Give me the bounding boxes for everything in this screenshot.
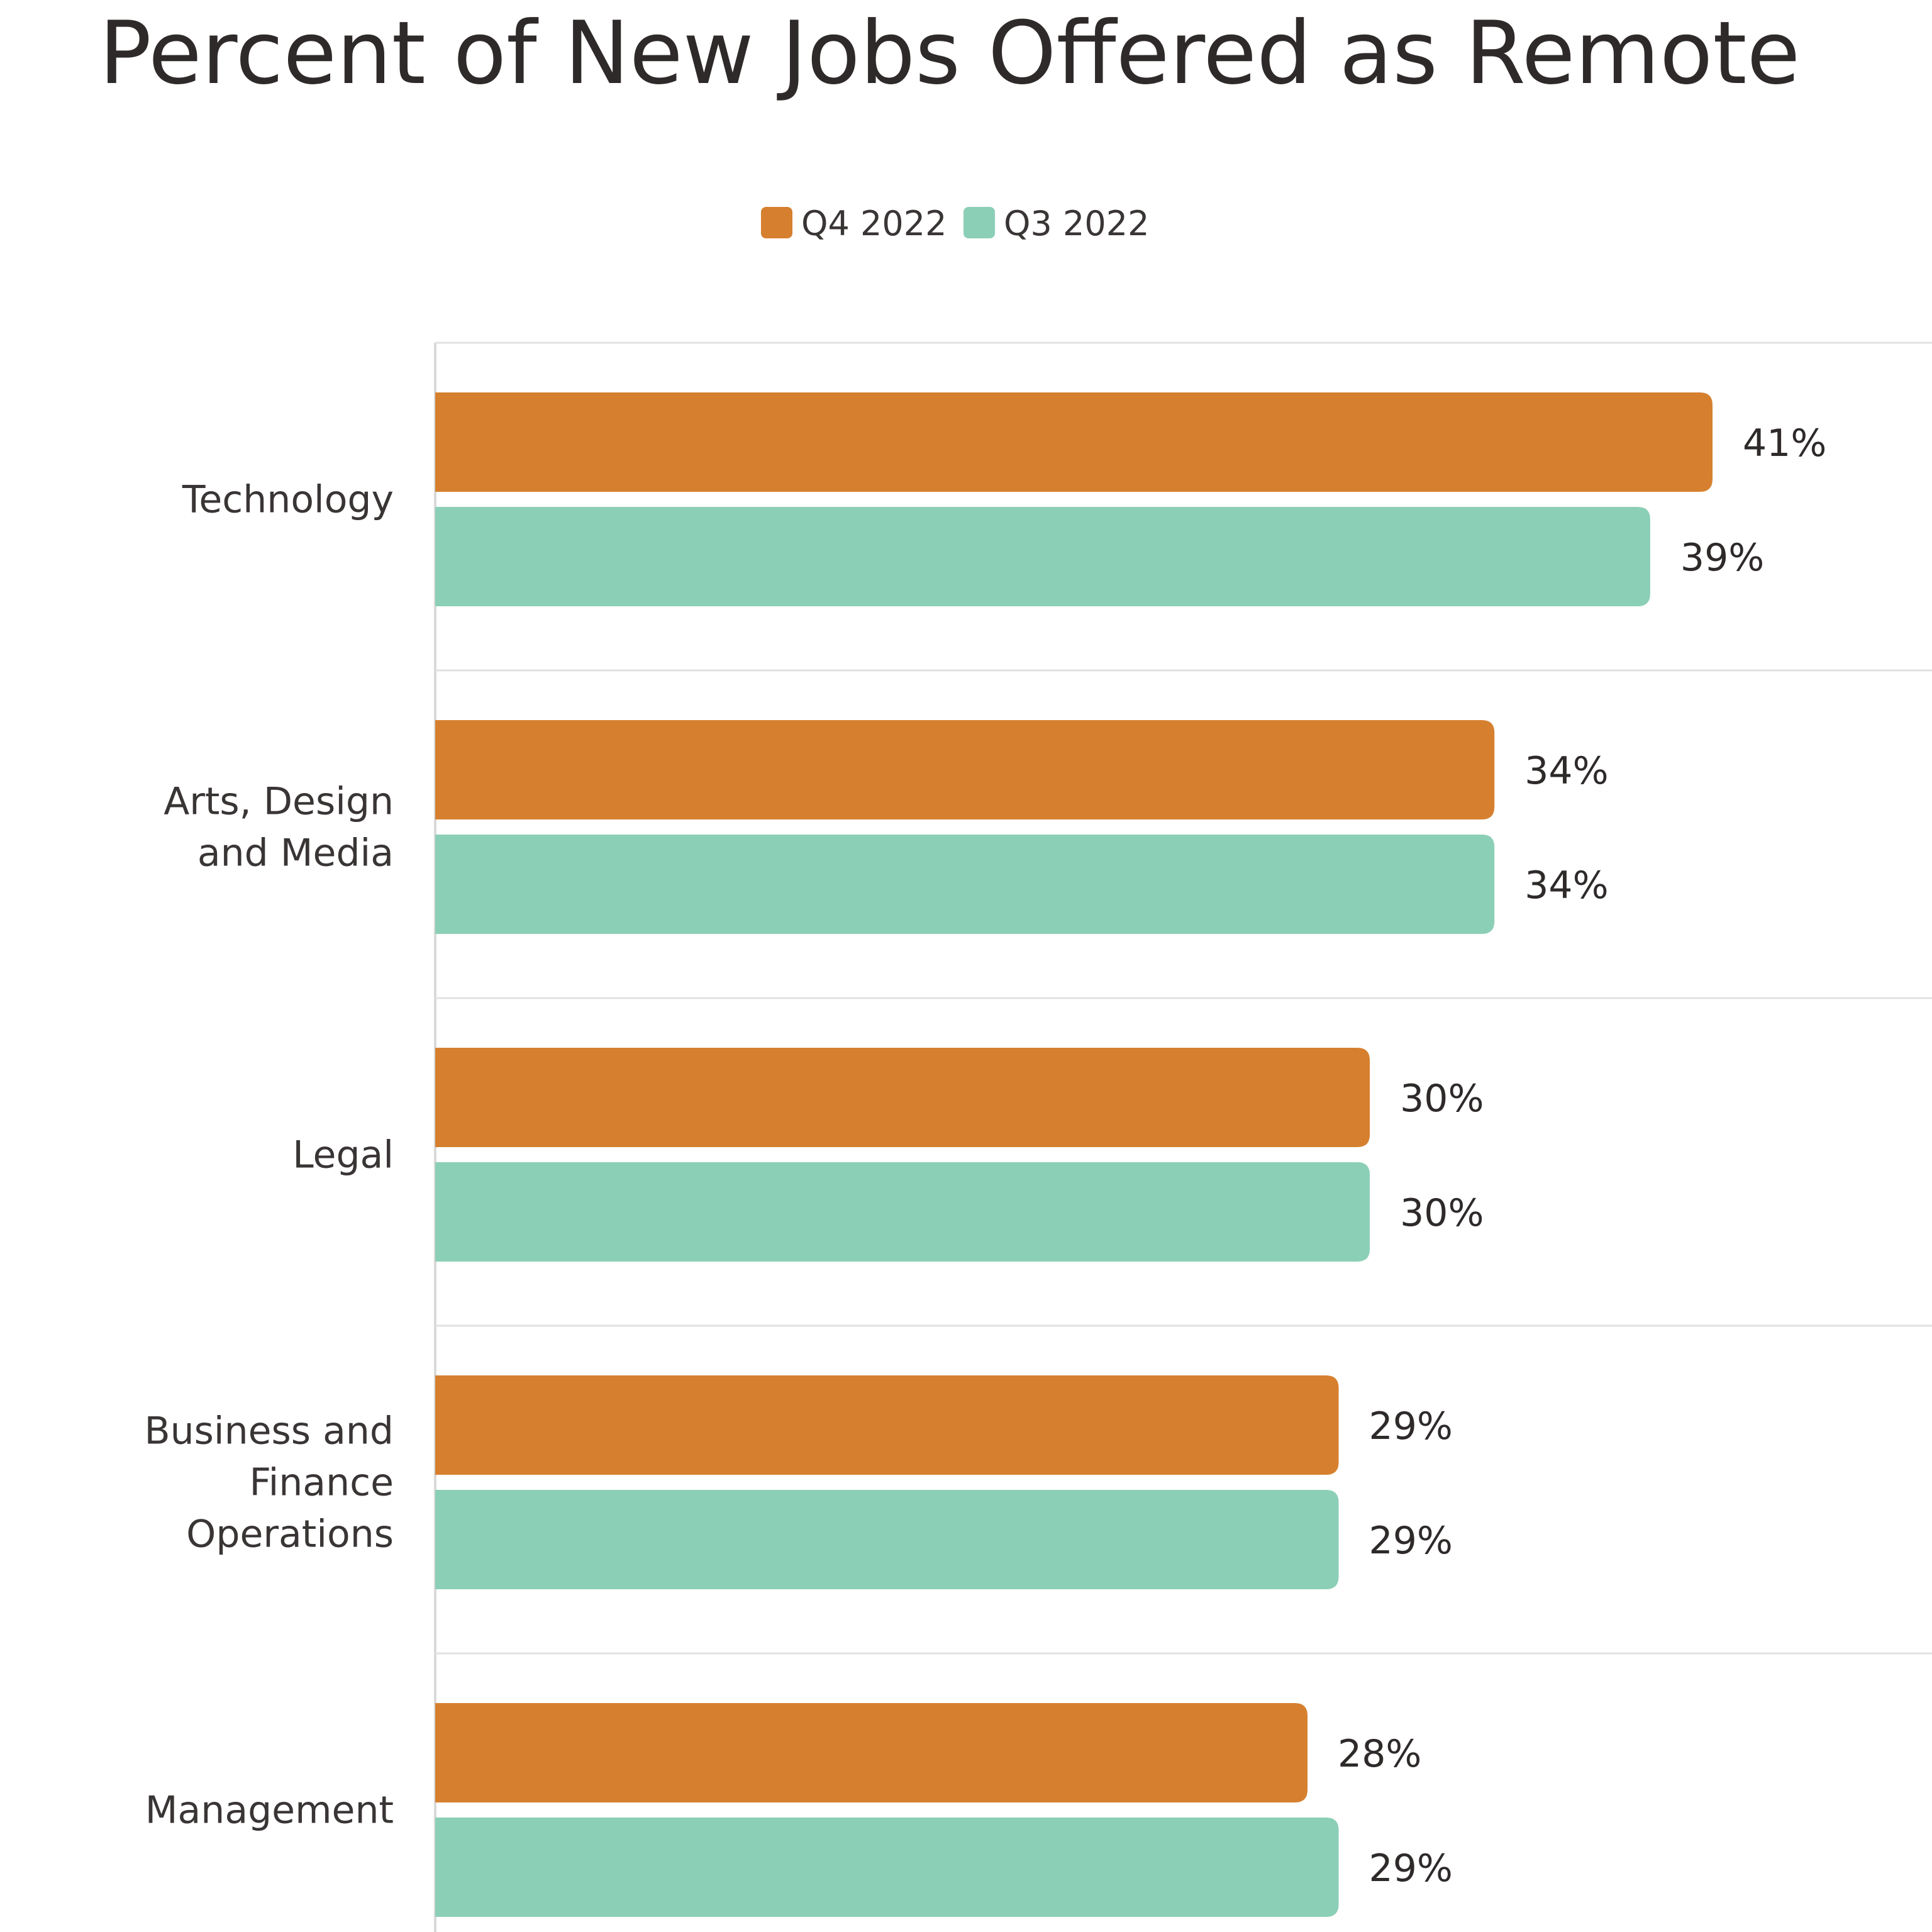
data-label: 41% [1743,421,1826,465]
category-label-line: Legal [292,1133,394,1177]
category-labels-group: Technology Arts, Design and Media Legal Busi… [144,478,394,1833]
category-label: Arts, Design and Media [164,780,394,875]
chart-title: Percent of New Jobs Offered as Remote [99,3,1801,104]
value-labels-group: 41% 39% 34% 34% 30% 30% 29% 29% 28% 29% [1338,421,1826,1890]
category-label-line: Management [145,1789,394,1833]
bar-q4 [435,1375,1339,1475]
legend-swatch [963,207,995,238]
data-label: 30% [1400,1077,1484,1121]
legend-label: Q4 2022 [801,204,947,243]
gridlines [434,341,1932,1932]
bar-q3 [435,1490,1339,1589]
category-label-line: and Media [197,831,394,875]
bar-q4 [435,720,1495,819]
chart-legend: Q4 2022 Q3 2022 [761,204,1149,243]
category-label: Management [145,1789,394,1833]
legend-label: Q3 2022 [1004,204,1149,243]
bars-group [435,392,1713,1917]
data-label: 29% [1369,1519,1453,1563]
bar-q4 [435,392,1713,492]
category-label-line: Finance [249,1461,394,1505]
category-label: Legal [292,1133,394,1177]
data-label: 34% [1524,863,1608,908]
category-label: Business and Finance Operations [144,1409,394,1557]
data-label: 28% [1338,1732,1421,1776]
category-label: Technology [182,478,394,522]
bar-q3 [435,1162,1370,1262]
legend-swatch [761,207,792,238]
data-label: 34% [1524,749,1608,793]
data-label: 30% [1400,1191,1484,1235]
bar-q4 [435,1048,1370,1147]
category-label-line: Arts, Design [164,780,394,824]
data-label: 39% [1680,536,1764,580]
bar-q3 [435,835,1495,934]
bar-q4 [435,1703,1308,1802]
category-label-line: Technology [182,478,394,522]
data-label: 29% [1369,1404,1453,1448]
data-label: 29% [1369,1846,1453,1890]
category-label-line: Business and [144,1409,394,1453]
category-label-line: Operations [186,1513,394,1557]
bar-q3 [435,507,1650,606]
bar-q3 [435,1818,1339,1917]
